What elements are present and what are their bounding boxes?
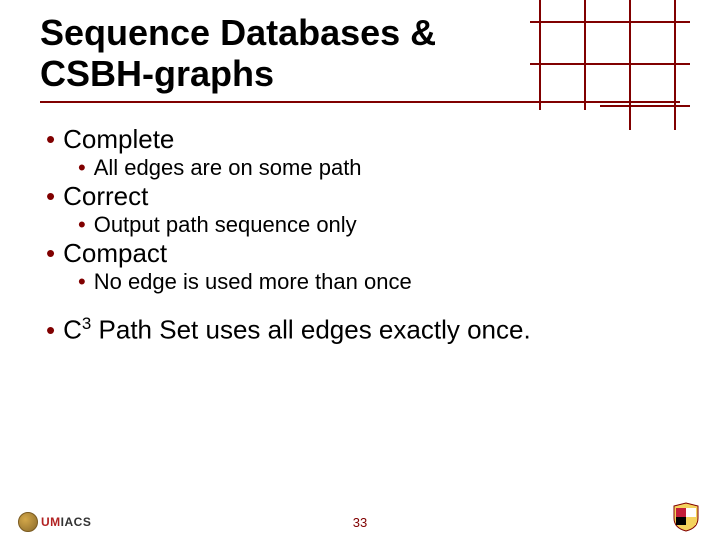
subbullet-correct: • Output path sequence only xyxy=(78,212,680,237)
page-number: 33 xyxy=(353,515,367,530)
title-line-2: CSBH-graphs xyxy=(40,53,274,94)
bullet-text: Correct xyxy=(63,182,148,212)
bullet-c3-path-set: • C3 Path Set uses all edges exactly onc… xyxy=(46,314,680,346)
bullet-text: C3 Path Set uses all edges exactly once. xyxy=(63,314,531,346)
c3-post: Path Set uses all edges exactly once. xyxy=(91,315,530,345)
bullet-dot-icon: • xyxy=(46,126,55,152)
bullet-correct: • Correct xyxy=(46,182,680,212)
title-line-1: Sequence Databases & xyxy=(40,12,436,53)
content-area: • Complete • All edges are on some path … xyxy=(40,125,680,346)
bullet-dot-icon: • xyxy=(46,317,55,343)
subbullet-complete: • All edges are on some path xyxy=(78,155,680,180)
bullet-compact: • Compact xyxy=(46,239,680,269)
bullet-dot-icon: • xyxy=(78,214,86,236)
footer: 33 xyxy=(0,514,720,532)
c3-sup: 3 xyxy=(82,314,91,333)
bullet-dot-icon: • xyxy=(46,183,55,209)
subbullet-text: All edges are on some path xyxy=(94,155,362,180)
c3-pre: C xyxy=(63,315,82,345)
slide: Sequence Databases & CSBH-graphs • Compl… xyxy=(0,0,720,540)
spacer xyxy=(46,294,680,312)
bullet-dot-icon: • xyxy=(78,157,86,179)
bullet-dot-icon: • xyxy=(78,271,86,293)
logo-maryland-seal xyxy=(672,502,700,532)
subbullet-text: No edge is used more than once xyxy=(94,269,412,294)
subbullet-compact: • No edge is used more than once xyxy=(78,269,680,294)
bullet-text: Compact xyxy=(63,239,167,269)
subbullet-text: Output path sequence only xyxy=(94,212,357,237)
bullet-text: Complete xyxy=(63,125,174,155)
bullet-dot-icon: • xyxy=(46,240,55,266)
corner-grid-decoration xyxy=(530,0,690,130)
